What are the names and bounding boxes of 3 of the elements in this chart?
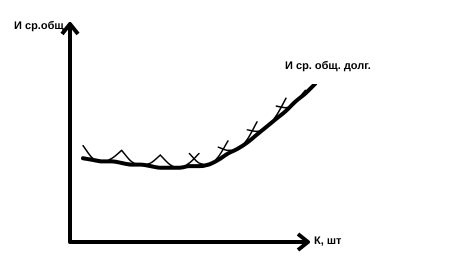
x-axis-title: К, шт — [314, 235, 342, 247]
text: И ср. общ. долг. — [285, 60, 371, 72]
y-axis-title: И ср.общ — [14, 20, 64, 32]
